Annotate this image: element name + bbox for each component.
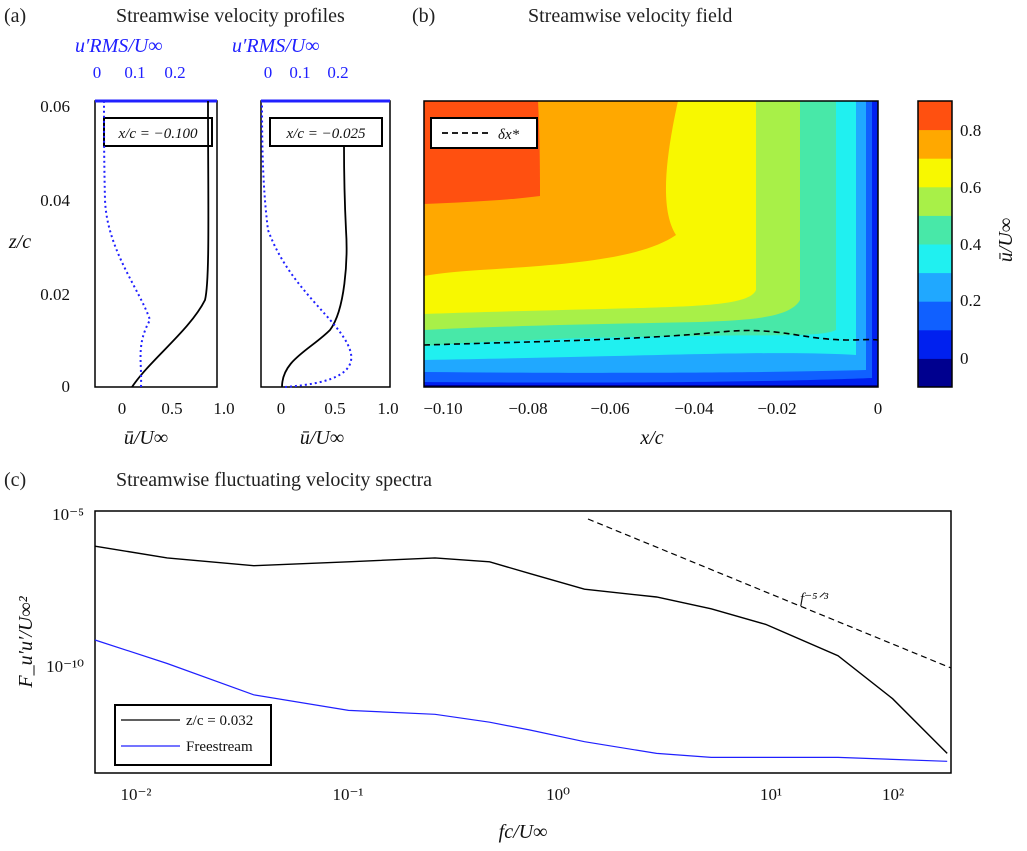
x-tick: 0.5: [324, 399, 345, 418]
spectrum-line-freestream: [94, 639, 948, 762]
panel-a-xticks: 0 0.5 1.0 0 0.5 1.0: [118, 399, 399, 418]
slope-reference-line: [587, 518, 952, 669]
panel-c-ylabel: F_u′u′/U∞²: [15, 595, 37, 688]
colorbar-tick: 0.8: [960, 121, 981, 140]
mean-profile-right: [281, 144, 348, 388]
panel-a-xlabel-right: ū/U∞: [300, 427, 344, 449]
top-tick: 0: [93, 63, 102, 82]
mean-profile-left: [131, 100, 210, 388]
colorbar-label: ū/U∞: [995, 218, 1017, 262]
colorbar-tick: 0.2: [960, 291, 981, 310]
colorbar: [918, 101, 952, 388]
x-tick: 0: [874, 399, 883, 418]
displacement-thickness-line: [423, 329, 879, 346]
y-tick: 10⁻¹⁰: [46, 657, 84, 676]
x-tick: 10⁻¹: [332, 785, 363, 804]
x-tick: −0.04: [674, 399, 714, 418]
spectra-plot: [94, 545, 948, 762]
top-tick: 0.2: [327, 63, 348, 82]
panel-a-top-ticks-left: 0 0.1 0.2: [93, 63, 186, 82]
x-tick: 10¹: [760, 785, 782, 804]
colorbar-tick: 0: [960, 349, 969, 368]
panel-c-tag: (c): [4, 469, 26, 491]
top-tick: 0: [264, 63, 273, 82]
contour-level: [424, 101, 540, 204]
spectra-legend: [114, 704, 272, 766]
panel-c-title: Streamwise fluctuating velocity spectra: [116, 469, 432, 491]
colorbar-segment: [918, 186, 952, 216]
top-tick: 0.1: [124, 63, 145, 82]
panel-c-yticks: 10⁻⁵ 10⁻¹⁰: [46, 505, 84, 676]
x-tick: 10²: [882, 785, 904, 804]
panel-a-xlabel-left: ū/U∞: [124, 427, 168, 449]
legend-label-freestream: Freestream: [186, 739, 253, 755]
colorbar-segment: [918, 158, 952, 188]
colorbar-tick: 0.4: [960, 235, 982, 254]
panel-b-tag: (b): [412, 5, 435, 27]
colorbar-segment: [918, 329, 952, 359]
rms-profile-right: [261, 100, 353, 388]
panel-a-ylabel: z/c: [8, 231, 31, 253]
profile-label-left: x/c = −0.100: [118, 126, 198, 142]
y-tick: 0.04: [40, 191, 70, 210]
spectrum-line-zc: [94, 545, 948, 754]
x-tick: −0.02: [757, 399, 796, 418]
panel-b-xlabel: x/c: [639, 427, 663, 449]
x-tick: 1.0: [377, 399, 398, 418]
top-tick: 0.1: [289, 63, 310, 82]
panel-b-xticks: −0.10 −0.08 −0.06 −0.04 −0.02 0: [423, 399, 882, 418]
colorbar-segment: [918, 215, 952, 245]
y-tick: 10⁻⁵: [52, 505, 84, 524]
x-tick: −0.06: [590, 399, 629, 418]
colorbar-segment: [918, 358, 952, 388]
panel-a-top-ticks-right: 0 0.1 0.2: [264, 63, 349, 82]
profile-label-box-right: [269, 117, 383, 147]
x-tick: −0.08: [508, 399, 547, 418]
panel-a-top-label-right: u′RMS/U∞: [232, 35, 320, 57]
colorbar-ticks: 0 0.2 0.4 0.6 0.8: [960, 121, 982, 368]
colorbar-segment: [918, 272, 952, 302]
legend-label-zc: z/c = 0.032: [186, 713, 253, 729]
panel-b-title: Streamwise velocity field: [528, 5, 732, 27]
x-tick: 0: [277, 399, 286, 418]
top-tick: 0.2: [164, 63, 185, 82]
x-tick: 10⁻²: [120, 785, 151, 804]
y-tick: 0.02: [40, 285, 70, 304]
colorbar-segment: [918, 129, 952, 159]
y-tick: 0: [62, 377, 71, 396]
field-frame: [423, 100, 879, 388]
field-legend-label: δx*: [498, 127, 520, 143]
panel-a-tag: (a): [4, 5, 26, 27]
colorbar-segment: [918, 301, 952, 331]
profile-label-right: x/c = −0.025: [286, 126, 366, 142]
slope-label: f⁻⁵ᐟ³: [800, 591, 829, 607]
x-tick: −0.10: [423, 399, 462, 418]
panel-c-xlabel: fc/U∞: [499, 821, 548, 843]
colorbar-segment: [918, 101, 952, 131]
panel-a-yticks: 0 0.02 0.04 0.06: [40, 97, 70, 396]
colorbar-tick: 0.6: [960, 178, 981, 197]
spectra-frame: [94, 510, 952, 774]
panel-a-top-label-left: u′RMS/U∞: [75, 35, 163, 57]
x-tick: 1.0: [213, 399, 234, 418]
x-tick: 0.5: [161, 399, 182, 418]
x-tick: 10⁰: [546, 785, 570, 804]
panel-a-title: Streamwise velocity profiles: [116, 5, 345, 27]
y-tick: 0.06: [40, 97, 70, 116]
panel-c-xticks: 10⁻² 10⁻¹ 10⁰ 10¹ 10²: [120, 785, 904, 804]
velocity-field: [423, 100, 879, 388]
x-tick: 0: [118, 399, 127, 418]
colorbar-frame: [917, 100, 953, 388]
colorbar-segment: [918, 244, 952, 274]
